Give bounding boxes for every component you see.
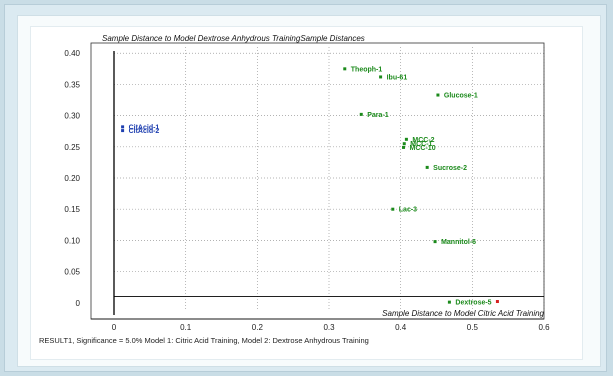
chart-panel: 0 0.1 0.2 0.3 0.4 0.5 0.6 0 0.05 0.10 0.15 0.20 0.25… <box>31 27 582 359</box>
grid <box>114 47 545 309</box>
y-tick-label: 0.25 <box>64 143 80 152</box>
data-point <box>391 207 395 211</box>
data-point-label: Dextrose-5 <box>455 300 491 307</box>
data-point <box>121 129 125 133</box>
data-point <box>495 300 499 304</box>
data-point <box>404 137 408 141</box>
data-point <box>433 240 437 244</box>
y-tick-label: 0 <box>76 299 81 308</box>
tick-labels: 0 0.1 0.2 0.3 0.4 0.5 0.6 0 0.05 0.10 0.15 0.20 0.25… <box>64 49 550 332</box>
y-tick-label: 0.05 <box>64 268 80 277</box>
data-point <box>121 125 125 129</box>
data-point-label: Lac-3 <box>399 207 417 214</box>
data-point <box>402 145 406 149</box>
y-tick-label: 0.20 <box>64 174 80 183</box>
data-point-label: Theoph-1 <box>351 66 383 73</box>
chart-title: Sample Distance to Model Dextrose Anhydr… <box>102 34 365 43</box>
data-point <box>425 165 429 169</box>
data-point <box>436 93 440 97</box>
x-tick-label: 0.2 <box>252 323 264 332</box>
y-tick-label: 0.35 <box>64 80 80 89</box>
data-point-label: CitAcid-2 <box>129 128 160 135</box>
x-tick-label: 0.4 <box>395 323 407 332</box>
axes <box>90 42 545 320</box>
x-tick-label: 0.6 <box>538 323 550 332</box>
data-points: Theoph-1Ibu-61Glucose-1Para-1MCC-2MCC-1M… <box>121 66 499 307</box>
data-point-label: Para-1 <box>367 112 389 119</box>
plot-border <box>90 42 545 320</box>
y-tick-label: 0.10 <box>64 236 80 245</box>
data-point-label: MCC-10 <box>410 145 436 152</box>
data-point-label: CitAcid-1 <box>129 124 160 131</box>
data-point-label: Ibu-61 <box>387 74 408 81</box>
data-point <box>359 112 363 116</box>
data-point-label: Mannitol-6 <box>441 239 476 246</box>
x-tick-label: 0 <box>112 323 117 332</box>
data-point-label: MCC-1 <box>410 141 432 148</box>
x-tick-label: 0.1 <box>180 323 192 332</box>
x-axis-label: Sample Distance to Model Citric Acid Tra… <box>382 309 544 318</box>
y-tick-label: 0.30 <box>64 112 80 121</box>
footer-text: RESULT1, Significance = 5.0% Model 1: Ci… <box>39 336 369 345</box>
data-point-label: MCC-2 <box>412 137 434 144</box>
scatter-chart: 0 0.1 0.2 0.3 0.4 0.5 0.6 0 0.05 0.10 0.15 0.20 0.25… <box>39 34 550 345</box>
data-point <box>447 300 451 304</box>
x-tick-label: 0.5 <box>467 323 479 332</box>
data-point-label: Sucrose-2 <box>433 165 467 172</box>
data-point <box>402 142 406 146</box>
x-tick-label: 0.3 <box>323 323 335 332</box>
y-tick-label: 0.15 <box>64 205 80 214</box>
data-point <box>379 75 383 79</box>
data-point <box>343 67 347 71</box>
data-point-label: Glucose-1 <box>444 93 478 100</box>
y-tick-label: 0.40 <box>64 49 80 58</box>
